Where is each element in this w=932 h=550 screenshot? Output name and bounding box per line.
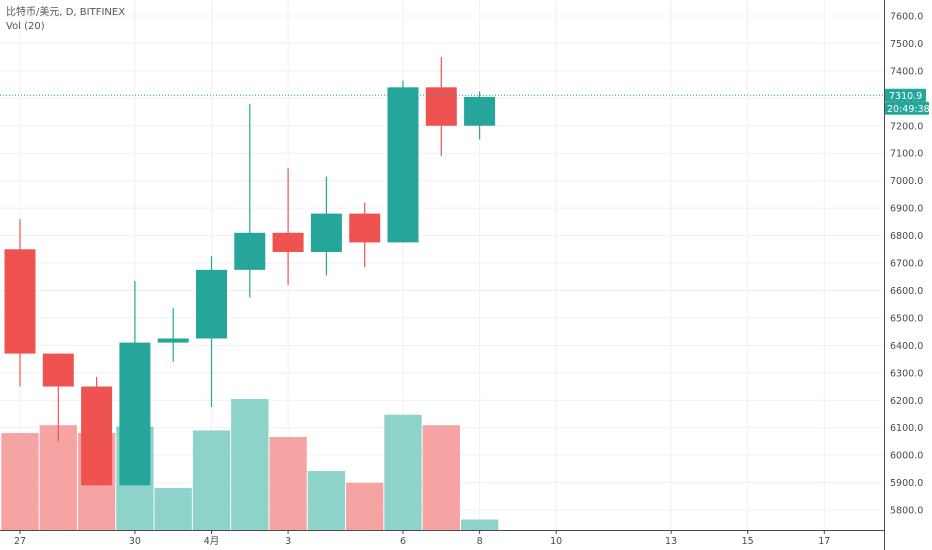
volume-bar: [192, 430, 231, 530]
price-tick-label: 6600.0: [890, 286, 923, 297]
candle-body: [119, 342, 151, 486]
price-tick-label: 6800.0: [890, 231, 923, 242]
candle-body: [387, 87, 419, 243]
price-tick-label: 5800.0: [890, 506, 923, 517]
price-tick-label: 6700.0: [890, 259, 923, 270]
time-tick-label: 10: [550, 536, 562, 547]
candle-body: [4, 249, 36, 354]
price-tick-label: 6100.0: [890, 423, 923, 434]
time-tick-label: 13: [665, 536, 677, 547]
symbol-title[interactable]: 比特币/美元, D, BITFINEX: [6, 7, 126, 18]
price-tick-label: 7000.0: [890, 176, 923, 187]
volume-bar: [231, 399, 269, 530]
volume-bars: [1, 399, 499, 530]
time-tick-label: 15: [742, 536, 754, 547]
candle-body: [425, 87, 457, 126]
price-tick-label: 7500.0: [890, 39, 923, 50]
candle-body: [234, 232, 266, 270]
volume-bar: [422, 425, 460, 530]
time-tick-label: 27: [14, 536, 26, 547]
volume-indicator-label[interactable]: Vol (20): [6, 21, 45, 32]
time-tick-label: 8: [477, 536, 483, 547]
volume-bar: [39, 425, 77, 530]
price-tick-label: 6200.0: [890, 396, 923, 407]
volume-bar: [269, 436, 307, 530]
candle-body: [349, 213, 381, 243]
time-tick-label: 4月: [204, 536, 220, 547]
time-tick-label: 30: [129, 536, 141, 547]
time-tick-label: 6: [400, 536, 406, 547]
price-axis[interactable]: 5800.0 5900.0 6000.0 6100.0 6200.0 6300.0 6400…: [890, 11, 923, 516]
candle-body: [464, 96, 496, 126]
volume-bar: [307, 471, 346, 530]
price-tick-label: 6900.0: [890, 204, 923, 215]
price-tick-label: 7400.0: [890, 66, 923, 77]
countdown-badge-bg: [885, 101, 929, 115]
volume-bar: [1, 433, 39, 530]
candle-body: [196, 269, 227, 339]
volume-bar: [346, 482, 384, 530]
time-tick-label: 17: [818, 536, 830, 547]
price-tick-label: 6300.0: [890, 368, 923, 379]
candle-body: [157, 338, 189, 343]
price-tick-label: 6500.0: [890, 313, 923, 324]
volume-bar: [154, 488, 192, 530]
price-tick-label: 6400.0: [890, 341, 923, 352]
last-price-badge-bg: [885, 88, 926, 102]
price-tick-label: 7100.0: [890, 149, 923, 160]
candle-body: [42, 353, 74, 387]
price-tick-label: 6000.0: [890, 451, 923, 462]
time-tick-label: 3: [285, 536, 291, 547]
last-price-label: 7310.9: [889, 91, 922, 102]
candle-body: [310, 213, 342, 253]
candle-body: [272, 232, 304, 253]
volume-bar: [460, 519, 499, 530]
chart-legend: 比特币/美元, D, BITFINEX Vol (20): [6, 6, 125, 34]
price-tick-label: 7200.0: [890, 121, 923, 132]
last-price-badge: 7310.9 20:49:38: [885, 88, 930, 115]
price-tick-label: 7600.0: [890, 11, 923, 22]
price-candles: [4, 57, 496, 486]
price-tick-label: 5900.0: [890, 478, 923, 489]
candle-body: [81, 386, 113, 486]
time-axis[interactable]: 27 30 4月 3 6 8 10 13 15 17: [14, 530, 830, 547]
volume-bar: [384, 414, 422, 530]
countdown-label: 20:49:38: [887, 104, 930, 115]
